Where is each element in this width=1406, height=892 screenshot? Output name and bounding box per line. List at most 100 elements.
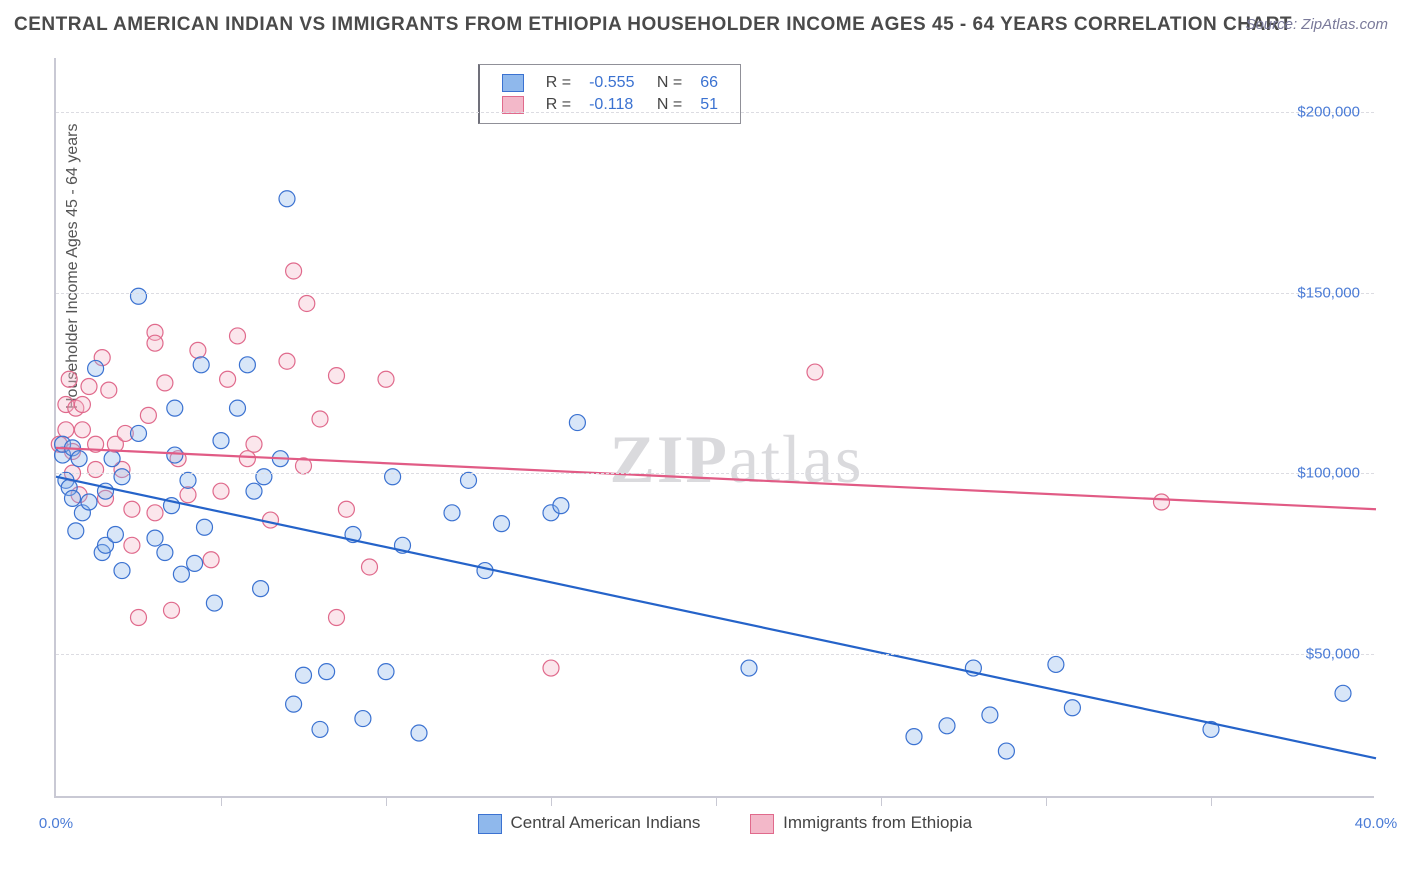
data-point [167,447,183,463]
data-point [279,353,295,369]
data-point [319,664,335,680]
data-point [1335,685,1351,701]
data-point [246,483,262,499]
plot-svg [56,58,1374,796]
data-point [107,526,123,542]
gridline [56,654,1374,655]
data-point [88,360,104,376]
legend-item-pink: Immigrants from Ethiopia [750,813,972,834]
data-point [220,371,236,387]
data-point [807,364,823,380]
legend-label-blue: Central American Indians [510,813,700,832]
legend-series: Central American Indians Immigrants from… [478,813,972,834]
legend-stats: R =-0.555 N =66 R =-0.118 N =51 [478,64,741,124]
data-point [411,725,427,741]
data-point [239,451,255,467]
y-tick-label: $100,000 [1297,465,1360,482]
data-point [461,472,477,488]
x-tick [221,796,222,806]
data-point [71,451,87,467]
data-point [88,462,104,478]
data-point [147,530,163,546]
data-point [74,422,90,438]
data-point [213,433,229,449]
data-point [114,563,130,579]
data-point [1154,494,1170,510]
data-point [253,581,269,597]
data-point [213,483,229,499]
data-point [1064,700,1080,716]
x-tick-label: 40.0% [1355,815,1398,832]
data-point [286,696,302,712]
chart-title: CENTRAL AMERICAN INDIAN VS IMMIGRANTS FR… [14,14,1292,36]
swatch-blue-icon [502,74,524,92]
data-point [157,375,173,391]
gridline [56,293,1374,294]
swatch-pink-icon [750,814,774,834]
data-point [286,263,302,279]
data-point [147,335,163,351]
y-tick-label: $50,000 [1306,645,1360,662]
data-point [494,516,510,532]
data-point [256,469,272,485]
chart-container: CENTRAL AMERICAN INDIAN VS IMMIGRANTS FR… [0,0,1406,892]
data-point [68,523,84,539]
r-value-blue: -0.555 [581,73,642,93]
x-tick [1211,796,1212,806]
data-point [385,469,401,485]
data-point [101,382,117,398]
data-point [998,743,1014,759]
data-point [362,559,378,575]
data-point [173,566,189,582]
data-point [982,707,998,723]
data-point [124,501,140,517]
data-point [104,451,120,467]
data-point [74,397,90,413]
data-point [230,328,246,344]
data-point [65,490,81,506]
data-point [355,711,371,727]
data-point [906,729,922,745]
data-point [58,422,74,438]
x-tick [716,796,717,806]
data-point [239,357,255,373]
data-point [61,371,77,387]
data-point [444,505,460,521]
data-point [230,400,246,416]
data-point [190,342,206,358]
data-point [263,512,279,528]
data-point [187,555,203,571]
x-tick [386,796,387,806]
data-point [157,545,173,561]
data-point [329,368,345,384]
data-point [329,610,345,626]
data-point [167,400,183,416]
legend-stats-row-blue: R =-0.555 N =66 [494,73,726,93]
x-tick [551,796,552,806]
data-point [124,537,140,553]
plot-area: Householder Income Ages 45 - 64 years ZI… [54,58,1374,798]
data-point [140,407,156,423]
data-point [569,415,585,431]
data-point [296,667,312,683]
data-point [553,498,569,514]
source-label: Source: ZipAtlas.com [1245,16,1388,33]
data-point [543,660,559,676]
data-point [741,660,757,676]
data-point [939,718,955,734]
legend-item-blue: Central American Indians [478,813,701,834]
data-point [312,411,328,427]
data-point [203,552,219,568]
data-point [206,595,222,611]
data-point [131,288,147,304]
data-point [378,664,394,680]
trend-line [56,448,1376,509]
data-point [164,602,180,618]
data-point [312,721,328,737]
data-point [131,610,147,626]
data-point [338,501,354,517]
data-point [378,371,394,387]
data-point [1048,656,1064,672]
legend-label-pink: Immigrants from Ethiopia [783,813,972,832]
data-point [81,378,97,394]
